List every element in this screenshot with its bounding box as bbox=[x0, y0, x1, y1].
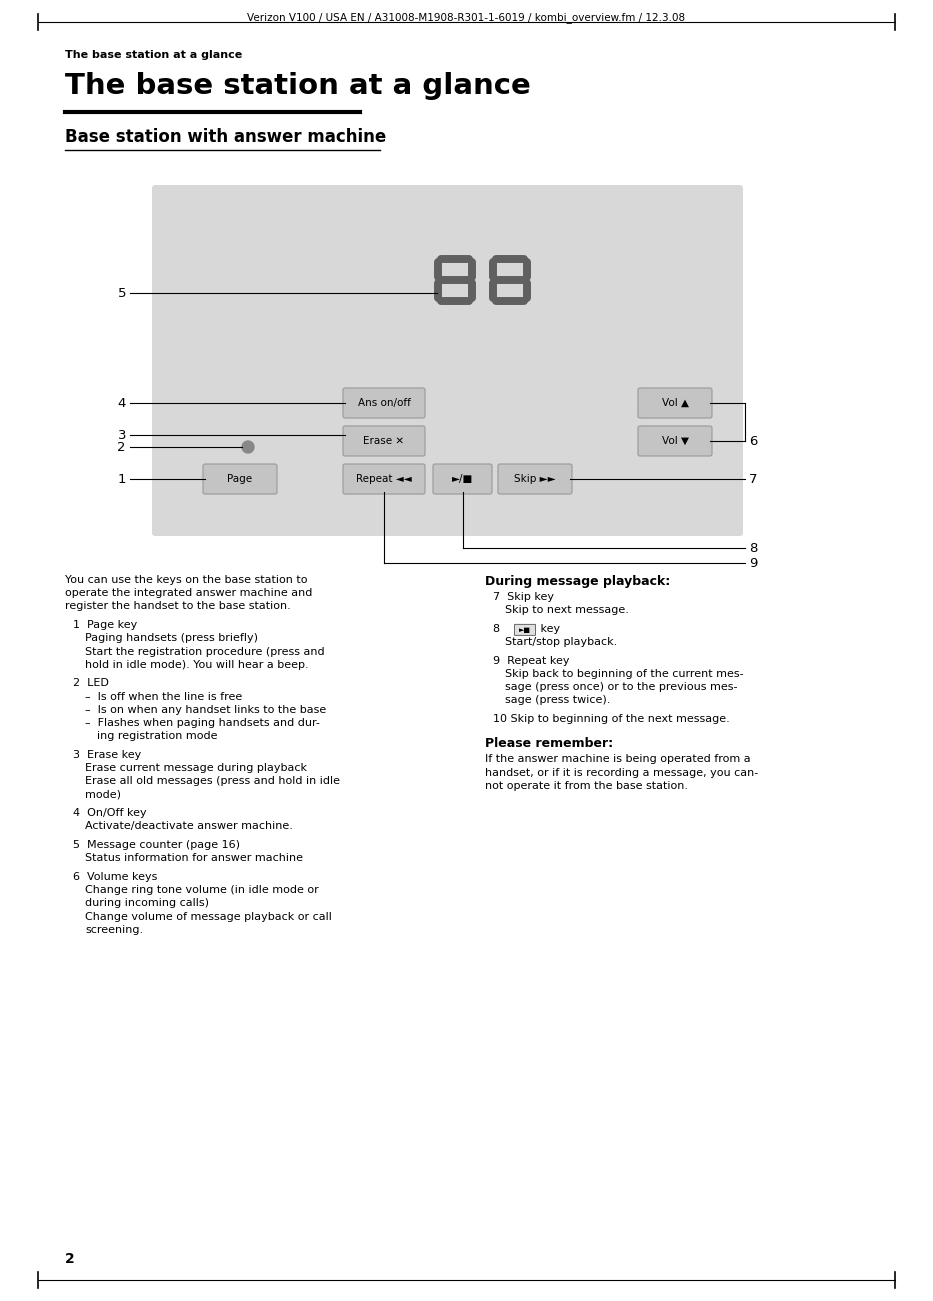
Text: ►/■: ►/■ bbox=[452, 474, 473, 484]
Text: 6  Volume keys: 6 Volume keys bbox=[73, 872, 158, 882]
Text: If the answer machine is being operated from a: If the answer machine is being operated … bbox=[485, 755, 751, 764]
FancyBboxPatch shape bbox=[638, 388, 712, 418]
Text: Base station with answer machine: Base station with answer machine bbox=[65, 127, 386, 146]
Text: –  Is off when the line is free: – Is off when the line is free bbox=[85, 692, 243, 701]
Text: 1: 1 bbox=[118, 472, 126, 485]
Text: –  Flashes when paging handsets and dur-: – Flashes when paging handsets and dur- bbox=[85, 718, 320, 729]
Text: 9: 9 bbox=[749, 557, 758, 570]
Text: register the handset to the base station.: register the handset to the base station… bbox=[65, 601, 291, 611]
Text: 9  Repeat key: 9 Repeat key bbox=[493, 656, 569, 666]
Text: The base station at a glance: The base station at a glance bbox=[65, 49, 243, 60]
FancyBboxPatch shape bbox=[433, 464, 492, 494]
Text: 7: 7 bbox=[749, 472, 758, 485]
FancyBboxPatch shape bbox=[343, 464, 425, 494]
Text: Start the registration procedure (press and: Start the registration procedure (press … bbox=[85, 647, 325, 657]
Text: 2  LED: 2 LED bbox=[73, 678, 109, 688]
FancyBboxPatch shape bbox=[343, 388, 425, 418]
Text: handset, or if it is recording a message, you can-: handset, or if it is recording a message… bbox=[485, 768, 759, 778]
Text: ing registration mode: ing registration mode bbox=[97, 731, 217, 742]
FancyBboxPatch shape bbox=[203, 464, 277, 494]
Text: 5  Message counter (page 16): 5 Message counter (page 16) bbox=[73, 840, 240, 850]
Text: 6: 6 bbox=[749, 435, 758, 448]
Text: Erase current message during playback: Erase current message during playback bbox=[85, 764, 307, 773]
Text: Page: Page bbox=[228, 474, 253, 484]
Text: 4: 4 bbox=[118, 397, 126, 410]
Text: 3  Erase key: 3 Erase key bbox=[73, 749, 141, 760]
Text: Vol ▲: Vol ▲ bbox=[661, 398, 689, 409]
Text: Paging handsets (press briefly): Paging handsets (press briefly) bbox=[85, 634, 258, 643]
Text: During message playback:: During message playback: bbox=[485, 575, 670, 588]
Text: Repeat ◄◄: Repeat ◄◄ bbox=[356, 474, 411, 484]
Circle shape bbox=[242, 441, 254, 453]
Text: Vol ▼: Vol ▼ bbox=[661, 436, 689, 446]
Text: hold in idle mode). You will hear a beep.: hold in idle mode). You will hear a beep… bbox=[85, 660, 309, 670]
Text: 8: 8 bbox=[493, 624, 508, 634]
Text: 10 Skip to beginning of the next message.: 10 Skip to beginning of the next message… bbox=[493, 714, 730, 725]
Text: operate the integrated answer machine and: operate the integrated answer machine an… bbox=[65, 588, 313, 598]
Text: 3: 3 bbox=[118, 428, 126, 441]
Text: Status information for answer machine: Status information for answer machine bbox=[85, 853, 303, 864]
Text: Skip to next message.: Skip to next message. bbox=[505, 605, 629, 615]
Text: 1  Page key: 1 Page key bbox=[73, 621, 137, 630]
FancyBboxPatch shape bbox=[514, 624, 536, 635]
Text: 5: 5 bbox=[118, 286, 126, 299]
FancyBboxPatch shape bbox=[638, 425, 712, 455]
FancyBboxPatch shape bbox=[498, 464, 572, 494]
Text: Change ring tone volume (in idle mode or: Change ring tone volume (in idle mode or bbox=[85, 885, 319, 895]
FancyBboxPatch shape bbox=[152, 185, 743, 536]
Text: not operate it from the base station.: not operate it from the base station. bbox=[485, 781, 688, 791]
Text: mode): mode) bbox=[85, 790, 121, 800]
Text: Erase ✕: Erase ✕ bbox=[364, 436, 405, 446]
Text: Change volume of message playback or call: Change volume of message playback or cal… bbox=[85, 912, 332, 921]
Text: –  Is on when any handset links to the base: – Is on when any handset links to the ba… bbox=[85, 705, 327, 714]
Text: 4  On/Off key: 4 On/Off key bbox=[73, 808, 146, 818]
Text: ►■: ►■ bbox=[519, 627, 531, 632]
Text: sage (press twice).: sage (press twice). bbox=[505, 696, 610, 705]
Text: You can use the keys on the base station to: You can use the keys on the base station… bbox=[65, 575, 308, 585]
Text: Erase all old messages (press and hold in idle: Erase all old messages (press and hold i… bbox=[85, 777, 340, 786]
Text: 2: 2 bbox=[118, 441, 126, 454]
Text: Activate/deactivate answer machine.: Activate/deactivate answer machine. bbox=[85, 821, 293, 831]
Text: Start/stop playback.: Start/stop playback. bbox=[505, 637, 618, 647]
Text: 2: 2 bbox=[65, 1252, 75, 1266]
Text: Ans on/off: Ans on/off bbox=[357, 398, 411, 409]
Text: Please remember:: Please remember: bbox=[485, 738, 613, 751]
Text: during incoming calls): during incoming calls) bbox=[85, 899, 209, 908]
Text: 7  Skip key: 7 Skip key bbox=[493, 592, 554, 602]
Text: Skip back to beginning of the current mes-: Skip back to beginning of the current me… bbox=[505, 669, 744, 679]
FancyBboxPatch shape bbox=[343, 425, 425, 455]
Text: Verizon V100 / USA EN / A31008-M1908-R301-1-6019 / kombi_overview.fm / 12.3.08: Verizon V100 / USA EN / A31008-M1908-R30… bbox=[247, 12, 685, 23]
Text: sage (press once) or to the previous mes-: sage (press once) or to the previous mes… bbox=[505, 682, 737, 692]
Text: key: key bbox=[537, 624, 560, 634]
Text: Skip ►►: Skip ►► bbox=[514, 474, 556, 484]
Text: The base station at a glance: The base station at a glance bbox=[65, 72, 531, 100]
Text: screening.: screening. bbox=[85, 925, 143, 935]
Text: 8: 8 bbox=[749, 541, 758, 554]
